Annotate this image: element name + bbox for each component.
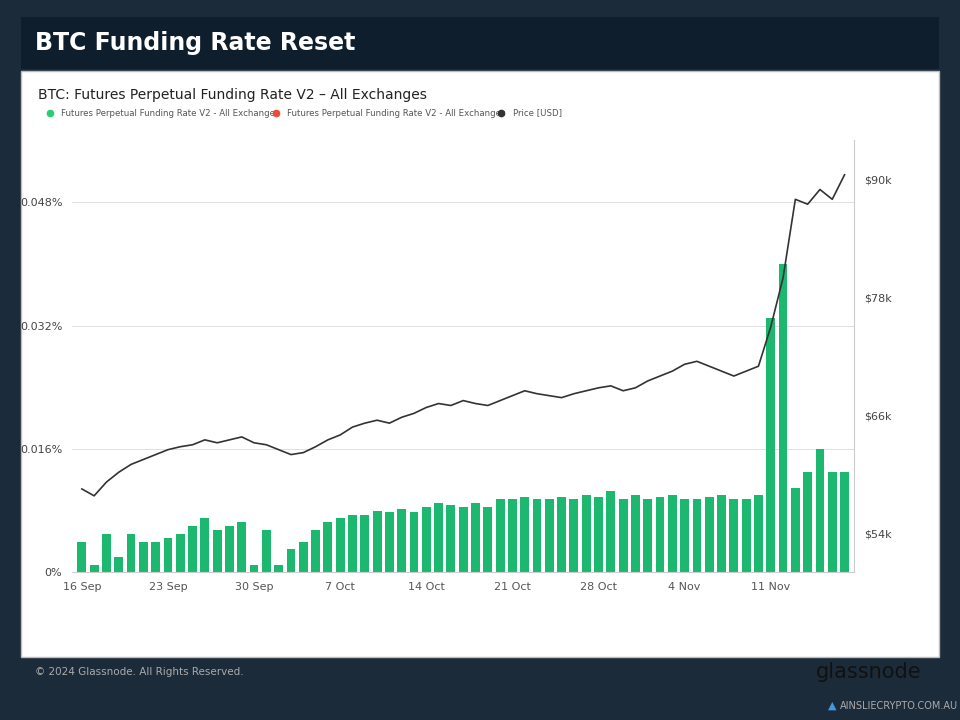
Bar — [730, 499, 738, 572]
Bar — [484, 507, 492, 572]
Bar — [299, 541, 308, 572]
Text: AINSLIECRYPTO.COM.AU: AINSLIECRYPTO.COM.AU — [840, 701, 958, 711]
Bar — [607, 492, 615, 572]
Bar — [397, 509, 406, 572]
Text: ▲: ▲ — [828, 701, 836, 711]
Bar — [643, 499, 652, 572]
Bar — [582, 495, 590, 572]
Bar — [594, 497, 603, 572]
Bar — [360, 515, 370, 572]
Bar — [545, 499, 554, 572]
Bar — [188, 526, 197, 572]
Bar — [446, 505, 455, 572]
Bar — [336, 518, 345, 572]
Text: glassnode: glassnode — [816, 662, 922, 683]
Text: © 2024 Glassnode. All Rights Reserved.: © 2024 Glassnode. All Rights Reserved. — [35, 667, 243, 678]
Bar — [102, 534, 110, 572]
Bar — [89, 564, 99, 572]
Bar — [828, 472, 837, 572]
Text: Price [USD]: Price [USD] — [513, 109, 562, 117]
Bar — [421, 507, 431, 572]
Bar — [324, 522, 332, 572]
Bar — [520, 497, 529, 572]
Bar — [385, 512, 394, 572]
Bar — [459, 507, 468, 572]
Bar — [508, 499, 516, 572]
Bar — [705, 497, 713, 572]
Bar — [816, 449, 825, 572]
Bar — [21, 17, 939, 69]
Bar — [176, 534, 184, 572]
Text: BTC Funding Rate Reset: BTC Funding Rate Reset — [35, 31, 355, 55]
Bar — [372, 510, 381, 572]
Bar — [262, 530, 271, 572]
Text: BTC: Futures Perpetual Funding Rate V2 – All Exchanges: BTC: Futures Perpetual Funding Rate V2 –… — [38, 88, 427, 102]
Bar — [163, 538, 173, 572]
Bar — [495, 499, 505, 572]
Bar — [471, 503, 480, 572]
Text: Futures Perpetual Funding Rate V2 - All Exchanges: Futures Perpetual Funding Rate V2 - All … — [287, 109, 506, 117]
Bar — [201, 518, 209, 572]
Bar — [139, 541, 148, 572]
Bar — [348, 515, 357, 572]
Bar — [742, 499, 751, 572]
Bar — [213, 530, 222, 572]
Bar — [152, 541, 160, 572]
Bar — [840, 472, 849, 572]
Bar — [681, 499, 689, 572]
Bar — [717, 495, 726, 572]
Bar — [114, 557, 123, 572]
Bar — [569, 499, 578, 572]
Bar — [311, 530, 320, 572]
Bar — [557, 497, 566, 572]
Bar — [410, 512, 419, 572]
Bar — [250, 564, 258, 572]
Text: Futures Perpetual Funding Rate V2 - All Exchanges: Futures Perpetual Funding Rate V2 - All … — [61, 109, 280, 117]
Bar — [286, 549, 296, 572]
Bar — [618, 499, 628, 572]
Bar — [533, 499, 541, 572]
Bar — [754, 495, 763, 572]
Bar — [225, 526, 234, 572]
Bar — [237, 522, 246, 572]
Bar — [779, 264, 787, 572]
Bar — [791, 487, 800, 572]
Bar — [78, 541, 86, 572]
Bar — [656, 497, 664, 572]
Bar — [275, 564, 283, 572]
Bar — [127, 534, 135, 572]
Bar — [21, 71, 939, 657]
Bar — [804, 472, 812, 572]
Bar — [434, 503, 443, 572]
Bar — [631, 495, 640, 572]
Bar — [668, 495, 677, 572]
Bar — [692, 499, 702, 572]
Bar — [766, 318, 775, 572]
